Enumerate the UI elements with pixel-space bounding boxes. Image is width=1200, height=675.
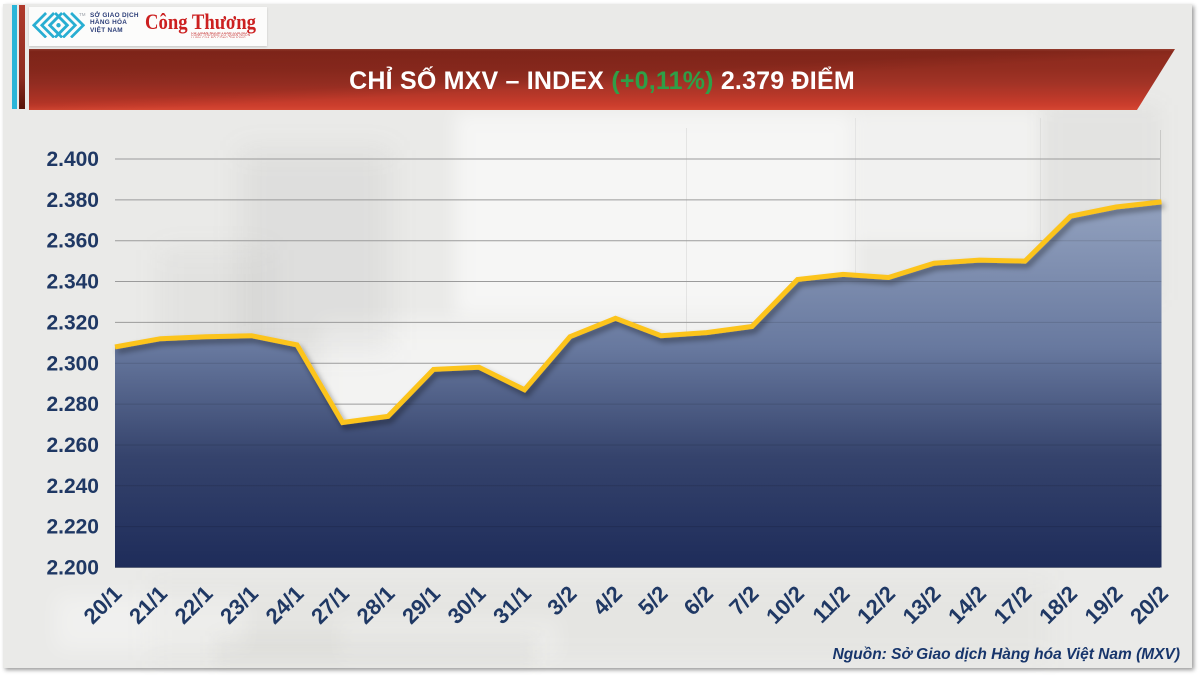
svg-text:5/2: 5/2 <box>633 581 672 620</box>
svg-text:20/2: 20/2 <box>1125 581 1173 629</box>
svg-text:2.240: 2.240 <box>46 475 99 498</box>
svg-text:28/1: 28/1 <box>352 581 400 629</box>
svg-text:21/1: 21/1 <box>124 581 172 629</box>
svg-text:20/1: 20/1 <box>79 581 127 629</box>
svg-text:18/2: 18/2 <box>1034 581 1082 629</box>
svg-text:6/2: 6/2 <box>679 581 718 620</box>
svg-text:10/2: 10/2 <box>761 581 809 629</box>
svg-text:29/1: 29/1 <box>397 581 445 629</box>
svg-text:31/1: 31/1 <box>488 581 536 629</box>
svg-text:12/2: 12/2 <box>852 581 900 629</box>
svg-text:2.400: 2.400 <box>46 148 99 171</box>
svg-text:11/2: 11/2 <box>807 581 854 628</box>
svg-text:23/1: 23/1 <box>215 581 263 629</box>
svg-text:19/2: 19/2 <box>1080 581 1128 629</box>
svg-text:2.340: 2.340 <box>46 271 99 294</box>
svg-text:2.380: 2.380 <box>46 189 99 212</box>
svg-text:2.220: 2.220 <box>46 516 99 539</box>
svg-text:7/2: 7/2 <box>724 581 763 620</box>
svg-text:22/1: 22/1 <box>170 581 218 629</box>
svg-text:17/2: 17/2 <box>989 581 1037 629</box>
svg-text:2.260: 2.260 <box>46 434 99 457</box>
svg-text:2.360: 2.360 <box>46 230 99 253</box>
svg-text:2.300: 2.300 <box>46 352 99 375</box>
svg-text:14/2: 14/2 <box>943 581 991 629</box>
svg-text:13/2: 13/2 <box>898 581 946 629</box>
svg-text:2.200: 2.200 <box>46 557 99 580</box>
svg-text:3/2: 3/2 <box>542 581 581 620</box>
svg-text:24/1: 24/1 <box>261 581 309 629</box>
svg-text:2.320: 2.320 <box>46 311 99 334</box>
svg-text:4/2: 4/2 <box>588 581 627 620</box>
svg-text:27/1: 27/1 <box>306 581 354 629</box>
svg-text:30/1: 30/1 <box>443 581 491 629</box>
svg-text:2.280: 2.280 <box>46 393 99 416</box>
